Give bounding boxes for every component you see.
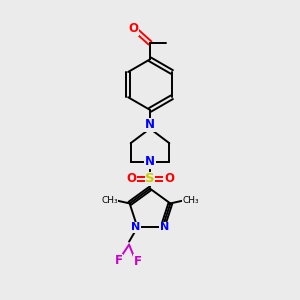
Text: CH₃: CH₃ xyxy=(182,196,199,205)
Text: F: F xyxy=(114,254,122,267)
Text: S: S xyxy=(145,172,155,185)
Text: CH₃: CH₃ xyxy=(101,196,118,205)
Text: O: O xyxy=(126,172,136,185)
Text: N: N xyxy=(131,222,140,233)
Text: O: O xyxy=(129,22,139,35)
Text: N: N xyxy=(145,155,155,168)
Text: O: O xyxy=(164,172,174,185)
Text: N: N xyxy=(145,118,155,131)
Text: F: F xyxy=(134,255,141,268)
Text: N: N xyxy=(160,222,169,233)
